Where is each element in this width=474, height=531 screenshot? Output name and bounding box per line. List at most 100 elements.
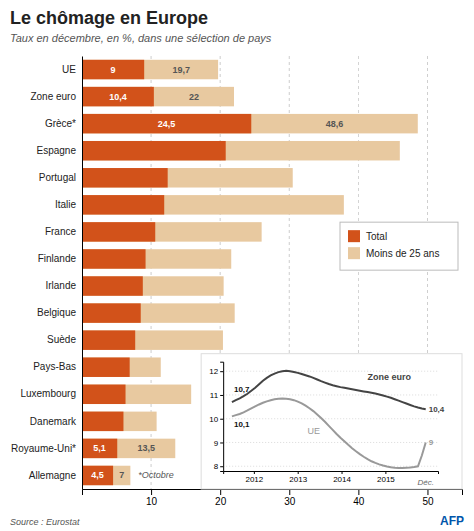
- bar: [82, 303, 141, 322]
- data-label: 22: [189, 92, 199, 102]
- grid-line: [223, 466, 438, 467]
- inset-plot: 89101112201220132014201510,710,4Zone eur…: [209, 362, 445, 486]
- bar: [82, 412, 157, 431]
- legend: Total Moins de 25 ans: [340, 222, 458, 270]
- note: *Octobre: [138, 470, 174, 480]
- line: [232, 399, 426, 468]
- data-label: 4,5: [91, 470, 104, 480]
- data-label: 5,1: [93, 443, 106, 453]
- x-tick-mark: [427, 489, 428, 495]
- title: Le chômage en Europe: [10, 8, 208, 28]
- x-tick-label: 50: [422, 496, 434, 507]
- data-label: 7: [119, 470, 124, 480]
- bar: [82, 168, 168, 187]
- y-tick: Danemark: [30, 416, 77, 427]
- chart: Le chômage en EuropeTaux en décembre, en…: [0, 0, 474, 531]
- data-label: 10,7: [234, 385, 250, 394]
- data-label: 13,5: [137, 443, 155, 453]
- bar: [82, 330, 135, 349]
- bar: [82, 439, 175, 458]
- grid-line: [223, 418, 438, 419]
- data-label: 10,1: [234, 420, 250, 429]
- y-tick-label: Suède: [47, 334, 76, 345]
- x-tick-label: 2015: [377, 475, 395, 484]
- bar: [82, 141, 400, 160]
- x-tick: 2012: [245, 471, 263, 484]
- bar: [82, 168, 293, 187]
- x-tick-mark: [385, 471, 386, 474]
- y-tick: Espagne: [37, 145, 77, 156]
- bar: [82, 195, 344, 214]
- bar: [82, 114, 251, 133]
- x-axis-line: [83, 490, 463, 496]
- bar: [82, 87, 154, 106]
- bar: [82, 60, 218, 79]
- y-tick-mark: [220, 395, 223, 396]
- y-tick-label: 12: [209, 367, 218, 376]
- legend-entry: Total: [348, 230, 387, 242]
- bar: [82, 276, 143, 295]
- y-tick: 10: [209, 415, 223, 424]
- x-tick-mark: [220, 489, 221, 495]
- legend-entry: Moins de 25 ans: [348, 247, 439, 259]
- x-tick-mark: [151, 489, 152, 495]
- grid-line: [223, 394, 438, 395]
- y-tick: 9: [214, 439, 223, 448]
- x-tick-mark: [298, 471, 299, 474]
- x-tick-label: 10: [146, 496, 158, 507]
- bar: [82, 87, 234, 106]
- legend-label: Moins de 25 ans: [366, 248, 439, 259]
- series-label: UE: [307, 426, 320, 436]
- data-label: 10,4: [429, 405, 445, 414]
- y-tick-label: Espagne: [37, 145, 77, 156]
- bar: [82, 60, 144, 79]
- x-axis: 1020304050: [83, 489, 463, 507]
- x-tick: 40: [353, 489, 365, 507]
- bar: [82, 249, 146, 268]
- chart-container: Le chômage en EuropeTaux en décembre, en…: [0, 0, 474, 531]
- x-tick: 10: [146, 489, 158, 507]
- y-tick-label: Zone euro: [30, 91, 76, 102]
- x-tick-mark: [254, 471, 255, 474]
- y-tick-label: Luxembourg: [20, 388, 76, 399]
- y-tick-label: Italie: [55, 199, 77, 210]
- y-tick: Portugal: [39, 172, 76, 183]
- y-tick: Luxembourg: [20, 388, 76, 399]
- bar: [82, 195, 164, 214]
- bar: [82, 222, 155, 241]
- grid-line: [223, 442, 438, 443]
- source: Source : Eurostat: [10, 517, 80, 527]
- x-tick-label: 40: [353, 496, 365, 507]
- x-tick: 2014: [333, 471, 351, 484]
- bar: [82, 385, 126, 404]
- bar: [82, 141, 226, 160]
- y-tick: 11: [210, 391, 223, 400]
- data-label: 9: [429, 438, 434, 447]
- legend-swatch: [348, 230, 360, 242]
- legend-swatch: [348, 247, 360, 259]
- bar: [82, 222, 262, 241]
- y-tick-label: Finlande: [38, 253, 77, 264]
- y-tick-mark: [220, 419, 223, 420]
- y-axis: UEZone euroGrèce*EspagnePortugalItalieFr…: [11, 57, 83, 490]
- y-tick-label: 8: [214, 462, 219, 471]
- x-tick-label: 2014: [333, 475, 351, 484]
- y-tick: Allemagne: [29, 470, 77, 481]
- x-tick-mark: [342, 471, 343, 474]
- y-tick-label: Irlande: [45, 280, 76, 291]
- bar: [82, 114, 418, 133]
- y-tick-label: Grèce*: [45, 118, 76, 129]
- bar: [82, 357, 161, 376]
- y-tick-label: UE: [62, 64, 76, 75]
- y-axis-line: [82, 57, 83, 490]
- x-tick-mark: [289, 489, 290, 495]
- x-tick-label: 20: [215, 496, 227, 507]
- y-tick-mark: [220, 371, 223, 372]
- y-tick: Zone euro: [30, 91, 76, 102]
- y-tick: Pays-Bas: [33, 361, 76, 372]
- bar: [82, 412, 123, 431]
- y-tick: Royaume-Uni*: [11, 443, 76, 454]
- y-tick: Belgique: [37, 307, 76, 318]
- y-axis-line: [220, 362, 224, 471]
- x-axis-line: [224, 472, 439, 475]
